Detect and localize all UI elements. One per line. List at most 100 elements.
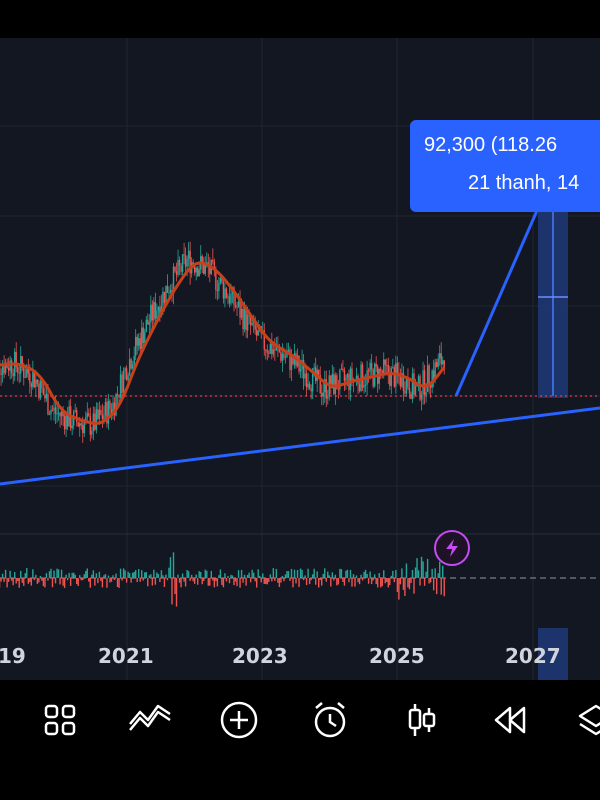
volume-bar (109, 578, 111, 583)
volume-bar (68, 572, 70, 578)
volume-bar (189, 578, 191, 581)
volume-bar (313, 568, 315, 578)
candle (145, 319, 147, 332)
volume-bar (422, 561, 424, 578)
volume-bar (168, 567, 170, 578)
volume-bar (265, 578, 267, 584)
candle (239, 301, 241, 318)
candle (322, 392, 324, 397)
candle (180, 265, 182, 272)
candle (42, 388, 45, 396)
volume-bar (24, 573, 26, 578)
price-chart[interactable]: 92,300 (118.26 21 thanh, 14 (0, 38, 600, 680)
candle (122, 371, 125, 393)
volume-bar (386, 578, 388, 582)
volume-bar (53, 570, 55, 578)
candle (429, 385, 432, 388)
volume-bar (348, 578, 350, 583)
volume-bar (281, 575, 284, 578)
volume-bar (346, 569, 349, 578)
volume-bar (280, 578, 282, 583)
candle (103, 415, 105, 420)
volume-bar (160, 570, 163, 578)
candle (133, 355, 135, 365)
candle (125, 368, 128, 380)
volume-bar (9, 570, 11, 578)
grid-icon[interactable] (40, 700, 80, 740)
volume-bar (237, 570, 240, 578)
volume-bar (12, 578, 14, 586)
candle (361, 364, 364, 388)
volume-bar (404, 578, 406, 596)
candle (118, 394, 120, 398)
candle (175, 271, 178, 275)
candle (85, 417, 87, 423)
volume-bar (125, 578, 128, 583)
volume-bar (178, 578, 181, 583)
candle (367, 370, 370, 372)
candle (10, 360, 13, 374)
volume-bar (284, 574, 287, 578)
candle (156, 310, 158, 319)
candle (39, 380, 42, 399)
candle (77, 421, 79, 427)
add-icon[interactable] (219, 700, 259, 740)
volume-bar (74, 574, 76, 578)
candle (408, 387, 411, 394)
candlestick-icon[interactable] (402, 700, 442, 740)
volume-bar (153, 569, 155, 578)
layers-icon[interactable] (576, 700, 600, 740)
chart-canvas[interactable] (0, 38, 600, 680)
volume-bar (133, 571, 135, 578)
candle (82, 425, 84, 434)
lightning-alert-icon[interactable] (434, 530, 470, 566)
rewind-icon[interactable] (490, 700, 530, 740)
candle (219, 277, 222, 284)
candle (94, 413, 96, 430)
volume-bar (80, 578, 82, 581)
volume-bar (439, 561, 441, 578)
candle (410, 393, 412, 399)
candle (242, 308, 244, 330)
volume-bar (231, 575, 234, 578)
candle (106, 402, 108, 424)
candle (101, 414, 104, 420)
volume-bar (351, 578, 353, 587)
candle (38, 383, 40, 399)
candle (325, 379, 327, 399)
volume-bar (197, 578, 199, 585)
volume-bar (333, 578, 335, 581)
candle (330, 375, 332, 388)
candle (209, 267, 211, 274)
volume-bar (310, 578, 312, 581)
volume-bar (77, 578, 79, 586)
candle (437, 358, 439, 367)
volume-bar (142, 578, 144, 581)
volume-bar (218, 575, 220, 578)
candle (283, 353, 285, 358)
candle (318, 369, 320, 376)
candle (195, 267, 197, 273)
volume-bar (18, 578, 20, 588)
volume-bar (45, 573, 48, 578)
candle (198, 269, 200, 276)
volume-bar (327, 571, 329, 578)
volume-bar (322, 573, 324, 578)
volume-bar (121, 578, 123, 581)
candle (127, 375, 129, 380)
volume-bar (410, 578, 412, 584)
candle (97, 409, 99, 419)
volume-bar (378, 573, 380, 578)
volume-bar (266, 578, 268, 585)
volume-bar (150, 574, 152, 578)
volume-bar (119, 568, 122, 578)
candle (193, 265, 196, 273)
volume-bar (324, 568, 326, 578)
candle (292, 354, 294, 365)
indicators-icon[interactable] (128, 700, 171, 740)
candle (243, 308, 246, 330)
candle (265, 349, 267, 351)
candle (89, 415, 92, 435)
candle (286, 353, 288, 358)
alarm-icon[interactable] (310, 700, 350, 740)
